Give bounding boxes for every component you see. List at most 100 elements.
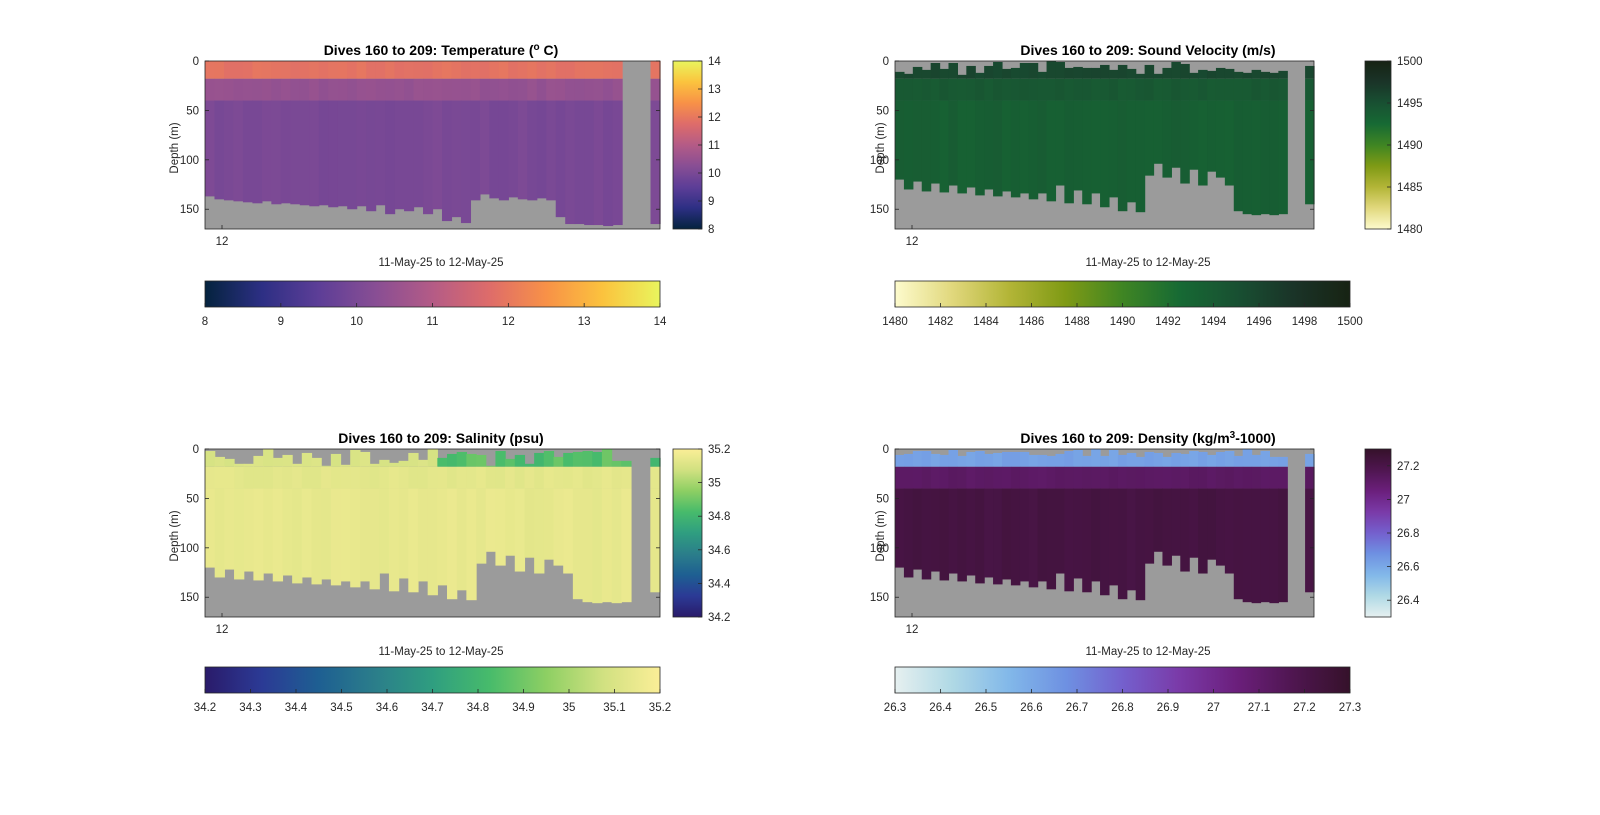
colorbar-tick-label: 27	[1207, 702, 1220, 714]
heatmap-cell	[1189, 78, 1199, 101]
colorbar-tick-label: 1486	[1019, 316, 1045, 328]
heatmap-cell	[582, 488, 593, 603]
heatmap-cell	[1162, 466, 1172, 489]
chart-title: Dives 160 to 209: Temperature (o C)	[324, 42, 559, 58]
colorbar-tick-label: 26.8	[1397, 528, 1419, 540]
heatmap-cell	[417, 459, 429, 467]
heatmap-cell	[572, 488, 584, 600]
heatmap-cell	[1189, 466, 1199, 489]
heatmap-cell	[1233, 71, 1244, 79]
heatmap-cell	[1260, 450, 1271, 467]
plot-area: 0 50 100 150 12	[870, 444, 1315, 636]
heatmap-cell	[495, 488, 506, 566]
heatmap-cell	[328, 78, 339, 101]
heatmap-cell	[612, 100, 623, 226]
heatmap-cell	[290, 100, 301, 205]
colorbar-tick-label: 26.4	[1397, 595, 1420, 607]
colorbar-tick-label: 1496	[1246, 316, 1272, 328]
heatmap-cell	[1305, 453, 1315, 467]
heatmap-cell	[546, 78, 557, 101]
heatmap-cell	[1162, 100, 1172, 178]
heatmap-cell	[337, 61, 348, 79]
heatmap-cell	[1028, 78, 1039, 101]
heatmap-cell	[261, 78, 272, 101]
heatmap-cell	[1046, 455, 1057, 467]
heatmap-cell	[466, 466, 477, 489]
heatmap-cell	[261, 61, 272, 79]
heatmap-cell	[388, 466, 400, 489]
heatmap-cell	[582, 450, 593, 467]
colorbar-tick-label: 34.6	[708, 545, 730, 557]
heatmap-cell	[543, 450, 555, 467]
heatmap-cell	[650, 466, 661, 489]
heatmap-cell	[603, 61, 614, 79]
heatmap-cell	[1251, 488, 1262, 604]
heatmap-cell	[1233, 100, 1244, 212]
heatmap-cell	[650, 457, 661, 467]
heatmap-cell	[309, 61, 320, 79]
heatmap-cell	[1171, 452, 1181, 467]
heatmap-cell	[1037, 100, 1048, 194]
heatmap-cell	[563, 466, 574, 489]
heatmap-cell	[404, 78, 415, 101]
heatmap-cell	[508, 78, 519, 101]
heatmap-cell	[1269, 78, 1279, 101]
heatmap-cell	[321, 465, 332, 467]
heatmap-cell	[398, 488, 409, 579]
colorbar-tick-label: 8	[708, 224, 714, 236]
heatmap-cell	[423, 78, 434, 101]
heatmap-cell	[388, 462, 400, 467]
heatmap-cell	[311, 488, 322, 585]
heatmap-cell	[1100, 488, 1110, 596]
heatmap-cell	[939, 100, 950, 193]
heatmap-cell	[1055, 453, 1065, 467]
colorbar-tick-label: 8	[202, 316, 208, 328]
heatmap-cell	[1028, 454, 1039, 467]
colorbar-tick-label: 1495	[1397, 98, 1423, 110]
heatmap-cell	[948, 449, 958, 467]
heatmap-cell	[299, 100, 310, 206]
heatmap-cell	[253, 488, 264, 581]
heatmap-cell	[611, 460, 622, 467]
heatmap-cell	[1091, 100, 1101, 194]
heatmap-cell	[505, 488, 516, 556]
heatmap-cell	[456, 488, 467, 591]
heatmap-cell	[1055, 78, 1065, 101]
heatmap-cell	[517, 78, 528, 101]
colorbar-gradient	[672, 60, 703, 230]
horizontal-colorbar: 34.2 34.3 34.4 34.5 34.6 34.7 34.8 34.9 35 35.1 35…	[194, 666, 671, 714]
heatmap-cell	[1233, 488, 1244, 600]
heatmap-cell	[328, 100, 339, 208]
colorbar-gradient	[204, 666, 661, 694]
salinity-panel: Dives 160 to 209: Salinity (psu) Depth (…	[169, 430, 731, 714]
colorbar-gradient	[1364, 60, 1392, 230]
heatmap-cell	[292, 463, 303, 467]
colorbar-tick-label: 1490	[1110, 316, 1136, 328]
heatmap-cell	[223, 78, 235, 101]
heatmap-cell	[912, 488, 923, 570]
heatmap-cell	[921, 450, 932, 467]
heatmap-cell	[930, 453, 941, 467]
heatmap-cell	[1153, 488, 1164, 552]
colorbar-tick-label: 1480	[882, 316, 908, 328]
heatmap-cell	[543, 466, 555, 489]
heatmap-cell	[263, 488, 274, 574]
heatmap-cell	[489, 61, 500, 79]
horizontal-colorbar: 8 9 10 11 12 13 14	[202, 280, 667, 328]
heatmap-cell	[214, 456, 225, 467]
heatmap-cell	[1073, 100, 1083, 191]
heatmap-cell	[611, 466, 622, 489]
heatmap-cell	[447, 466, 458, 489]
heatmap-cell	[242, 100, 253, 203]
heatmap-cell	[417, 488, 429, 582]
colorbar-tick-label: 35	[563, 702, 576, 714]
heatmap-cell	[1064, 488, 1074, 592]
y-axis-label: Depth (m)	[169, 510, 181, 561]
heatmap-cell	[930, 100, 941, 184]
colorbar-tick-label: 34.4	[285, 702, 308, 714]
heatmap-cell	[1019, 451, 1030, 467]
heatmap-cell	[1171, 78, 1181, 101]
heatmap-cell	[527, 78, 538, 101]
heatmap-cell	[476, 488, 487, 564]
heatmap-cell	[948, 466, 958, 489]
